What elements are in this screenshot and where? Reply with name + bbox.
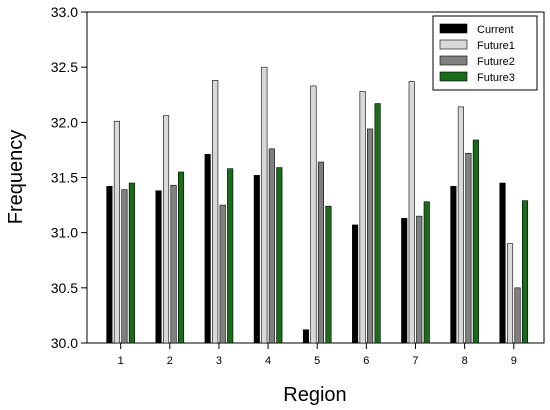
bar-current-region-7: [401, 218, 408, 344]
legend-label: Future3: [477, 72, 515, 84]
x-tick-label: 3: [216, 355, 222, 367]
bar-future3-region-1: [128, 182, 135, 344]
legend-swatch: [439, 55, 468, 66]
y-tick-label: 31.0: [51, 225, 78, 241]
x-tick-label: 4: [265, 355, 271, 367]
bar-future3-region-8: [472, 139, 479, 344]
legend-label: Current: [477, 24, 514, 36]
bar-future2-region-3: [219, 204, 226, 344]
x-tick-label: 7: [412, 355, 418, 367]
bar-future2-region-8: [465, 152, 472, 344]
bar-current-region-4: [253, 174, 260, 344]
x-tick-label: 9: [511, 355, 517, 367]
bar-future2-region-1: [121, 189, 128, 344]
bar-future3-region-4: [276, 167, 283, 344]
bar-future3-region-2: [177, 171, 185, 344]
bars: [106, 66, 529, 344]
x-tick-label: 1: [118, 355, 124, 367]
legend-swatch: [439, 23, 468, 34]
bar-future2-region-5: [317, 161, 325, 344]
y-axis-title: Frequency: [5, 130, 27, 225]
bar-current-region-8: [450, 186, 457, 344]
y-tick-label: 31.5: [51, 170, 78, 186]
bar-future2-region-6: [367, 128, 374, 344]
legend: Current Future1 Future2 Future3: [432, 15, 538, 91]
y-tick-label: 33.0: [51, 4, 78, 20]
bar-current-region-9: [499, 182, 506, 344]
bar-future2-region-4: [268, 148, 275, 344]
bar-current-region-1: [106, 186, 113, 344]
bar-current-region-5: [302, 329, 310, 344]
bar-future1-region-6: [359, 91, 366, 344]
bar-future3-region-3: [227, 168, 234, 344]
bar-future1-region-1: [113, 120, 120, 344]
bar-future3-region-7: [423, 201, 430, 344]
x-axis: 1 2 3 4 5 6 7 8 9: [118, 343, 517, 367]
bar-future3-region-6: [374, 103, 381, 344]
bar-future3-region-5: [325, 205, 332, 344]
bar-future2-region-9: [514, 287, 521, 344]
bar-future1-region-3: [212, 80, 219, 344]
bar-future1-region-2: [162, 115, 170, 344]
legend-swatch: [439, 39, 468, 50]
bar-future1-region-7: [408, 81, 415, 344]
y-tick-label: 32.0: [51, 114, 78, 130]
legend-swatch: [439, 71, 468, 82]
x-tick-label: 6: [363, 355, 369, 367]
bar-current-region-3: [204, 154, 211, 344]
bar-future2-region-2: [170, 184, 177, 344]
x-tick-label: 5: [314, 355, 320, 367]
x-axis-title: Region: [283, 384, 346, 406]
bar-current-region-6: [352, 224, 359, 344]
bar-future1-region-4: [261, 66, 268, 344]
y-axis: 30.0 30.5 31.0 31.5 32.0 32.5 33.0: [51, 4, 87, 351]
bar-current-region-2: [155, 190, 162, 344]
bar-future1-region-8: [457, 106, 464, 344]
bar-future2-region-7: [416, 215, 423, 344]
bar-future1-region-5: [310, 85, 317, 344]
y-tick-label: 32.5: [51, 59, 78, 75]
y-tick-label: 30.0: [51, 335, 78, 351]
bar-future3-region-9: [521, 200, 529, 344]
y-tick-label: 30.5: [51, 280, 78, 296]
legend-label: Future1: [477, 40, 515, 52]
x-tick-label: 2: [167, 355, 173, 367]
legend-label: Future2: [477, 56, 515, 68]
bar-future1-region-9: [506, 243, 514, 344]
x-tick-label: 8: [462, 355, 468, 367]
